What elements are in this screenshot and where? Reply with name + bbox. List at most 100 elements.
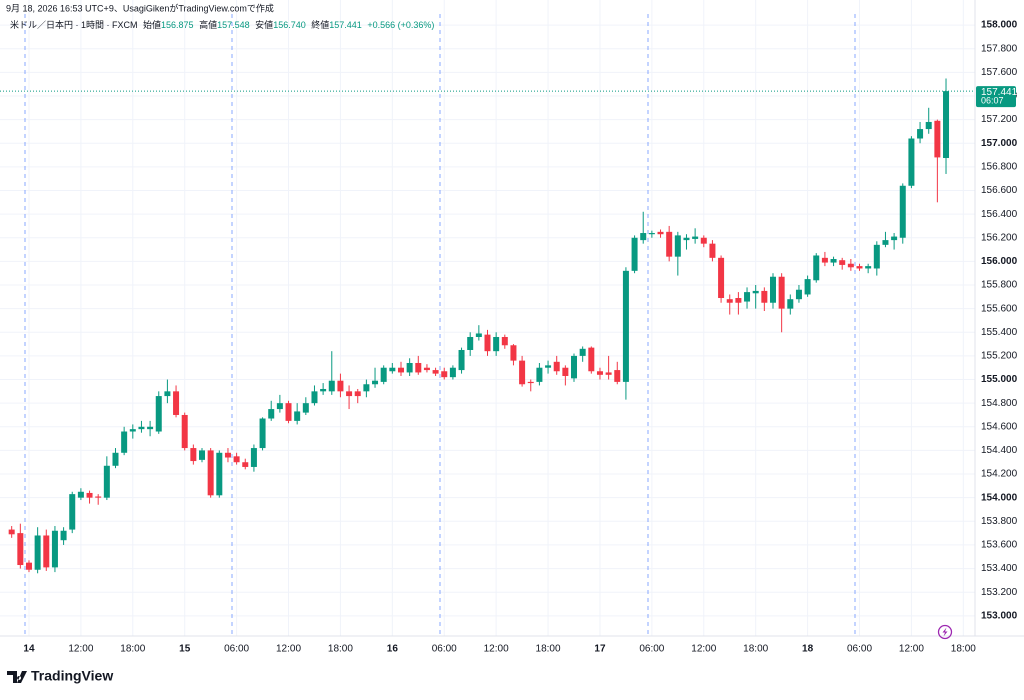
candle-body bbox=[709, 243, 716, 258]
candle-body bbox=[199, 450, 206, 460]
candle-body bbox=[501, 336, 508, 346]
candle-body bbox=[666, 231, 673, 257]
candle-body bbox=[553, 361, 560, 372]
candle-body bbox=[173, 391, 180, 415]
candle-body bbox=[268, 409, 275, 419]
candle-body bbox=[778, 276, 785, 309]
candle-body bbox=[181, 414, 188, 449]
x-tick-label: 06:00 bbox=[432, 644, 457, 655]
y-tick-label: 155.000 bbox=[981, 374, 1018, 385]
candle-body bbox=[337, 380, 344, 392]
candle-body bbox=[8, 529, 15, 535]
candle-body bbox=[484, 334, 491, 352]
candle-body bbox=[311, 391, 318, 404]
candle-body bbox=[873, 244, 880, 269]
x-tick-label: 18:00 bbox=[743, 644, 768, 655]
candle-body bbox=[346, 391, 353, 397]
y-tick-label: 156.800 bbox=[981, 162, 1018, 173]
x-tick-label: 12:00 bbox=[276, 644, 301, 655]
candle-body bbox=[328, 380, 335, 392]
x-tick-label: 06:00 bbox=[639, 644, 664, 655]
y-tick-label: 155.600 bbox=[981, 303, 1018, 314]
candle-body bbox=[640, 233, 647, 241]
y-tick-label: 154.800 bbox=[981, 398, 1018, 409]
last-price-box bbox=[976, 86, 1016, 108]
candle-body bbox=[769, 276, 776, 303]
x-tick-label: 06:00 bbox=[847, 644, 872, 655]
candle-body bbox=[242, 462, 249, 467]
y-tick-label: 157.800 bbox=[981, 43, 1018, 54]
candle-body bbox=[821, 257, 828, 263]
axis-labels: 153.000 153.200 153.400 153.600 153.800 154.0… bbox=[23, 20, 1017, 655]
candle-body bbox=[519, 360, 526, 385]
candle-body bbox=[674, 235, 681, 257]
y-tick-label: 153.200 bbox=[981, 587, 1018, 598]
candle-body bbox=[700, 237, 707, 244]
y-tick-label: 155.800 bbox=[981, 280, 1018, 291]
y-tick-label: 156.400 bbox=[981, 209, 1018, 220]
candle-body bbox=[657, 231, 664, 235]
candle-body bbox=[441, 371, 448, 378]
ohlc-header: 米ドル／日本円 · 1時間 · FXCM 始値156.875 高値157.548… bbox=[10, 19, 434, 30]
candle-body bbox=[571, 355, 578, 379]
brand-logo[interactable]: TradingView bbox=[7, 668, 113, 684]
x-tick-label: 18:00 bbox=[951, 644, 976, 655]
candle-body bbox=[804, 279, 811, 295]
candle-body bbox=[631, 237, 638, 271]
x-tick-label: 18:00 bbox=[536, 644, 561, 655]
brand: TradingView bbox=[31, 668, 113, 684]
candle-body bbox=[545, 365, 552, 368]
candle-body bbox=[380, 367, 387, 382]
candle-body bbox=[129, 429, 136, 432]
close-label: 終値 bbox=[311, 19, 329, 30]
alert-icon[interactable] bbox=[937, 624, 953, 640]
candle-body bbox=[207, 450, 214, 496]
candle-body bbox=[588, 347, 595, 372]
y-tick-label: 157.000 bbox=[981, 138, 1018, 149]
x-tick-label: 18:00 bbox=[328, 644, 353, 655]
candle-body bbox=[216, 452, 223, 496]
candle-body bbox=[397, 367, 404, 373]
candle-body bbox=[847, 263, 854, 268]
low-label: 安値 bbox=[255, 19, 273, 30]
y-tick-label: 157.200 bbox=[981, 114, 1018, 125]
x-tick-label: 16 bbox=[387, 644, 399, 655]
candle-body bbox=[51, 530, 58, 568]
candle-body bbox=[363, 384, 370, 392]
y-tick-label: 154.400 bbox=[981, 445, 1018, 456]
candle-body bbox=[934, 120, 941, 158]
candle-body bbox=[43, 535, 50, 568]
candle-body bbox=[302, 403, 309, 413]
candle-body bbox=[735, 298, 742, 303]
candle-body bbox=[233, 456, 240, 463]
candle-body bbox=[692, 236, 699, 239]
x-tick-label: 18:00 bbox=[120, 644, 145, 655]
y-tick-label: 154.000 bbox=[981, 492, 1018, 503]
grid bbox=[0, 0, 975, 636]
candle-body bbox=[761, 290, 768, 303]
open-label: 始値 bbox=[143, 19, 161, 30]
candle-body bbox=[155, 396, 162, 432]
candle-body bbox=[787, 299, 794, 309]
symbol: 米ドル／日本円 · 1時間 · FXCM bbox=[10, 19, 138, 30]
candle-body bbox=[925, 121, 932, 130]
candle-body bbox=[614, 370, 621, 382]
x-tick-label: 14 bbox=[23, 644, 35, 655]
y-tick-label: 156.600 bbox=[981, 185, 1018, 196]
x-tick-label: 12:00 bbox=[484, 644, 509, 655]
candle-body bbox=[943, 91, 950, 159]
candle-body bbox=[224, 452, 231, 458]
y-tick-label: 156.200 bbox=[981, 232, 1018, 243]
candle-body bbox=[86, 492, 93, 498]
x-tick-label: 12:00 bbox=[899, 644, 924, 655]
high: 157.548 bbox=[217, 20, 250, 30]
candles bbox=[0, 78, 975, 574]
candle-body bbox=[856, 266, 863, 269]
y-tick-label: 154.600 bbox=[981, 421, 1018, 432]
candle-body bbox=[164, 391, 171, 397]
candle-body bbox=[917, 129, 924, 139]
candle-body bbox=[726, 299, 733, 303]
candle-body bbox=[320, 388, 327, 392]
x-tick-label: 18 bbox=[802, 644, 814, 655]
